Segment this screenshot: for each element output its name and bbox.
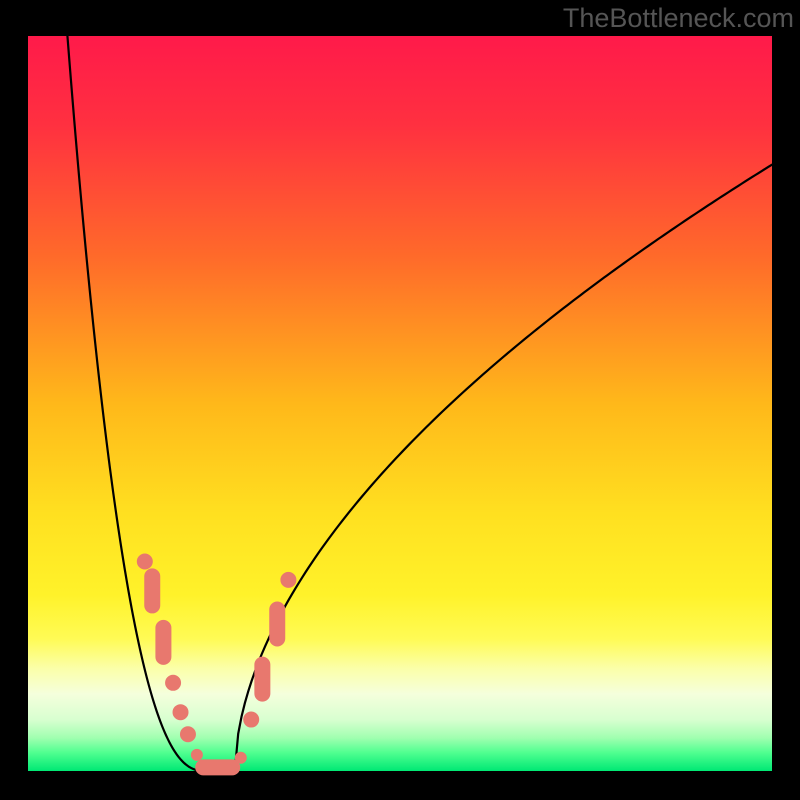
data-marker <box>137 554 152 569</box>
data-marker <box>281 572 296 587</box>
data-marker <box>145 569 160 613</box>
data-marker <box>191 749 202 760</box>
data-marker <box>173 705 188 720</box>
data-marker <box>196 760 240 775</box>
data-marker <box>180 727 195 742</box>
canvas-root: TheBottleneck.com <box>0 0 800 800</box>
data-marker <box>166 675 181 690</box>
data-marker <box>156 620 171 664</box>
data-marker <box>270 602 285 646</box>
data-marker <box>244 712 259 727</box>
data-marker <box>255 657 270 701</box>
chart-svg <box>0 0 800 800</box>
watermark-label: TheBottleneck.com <box>563 3 794 34</box>
data-marker <box>235 752 246 763</box>
plot-gradient-background <box>28 36 772 771</box>
